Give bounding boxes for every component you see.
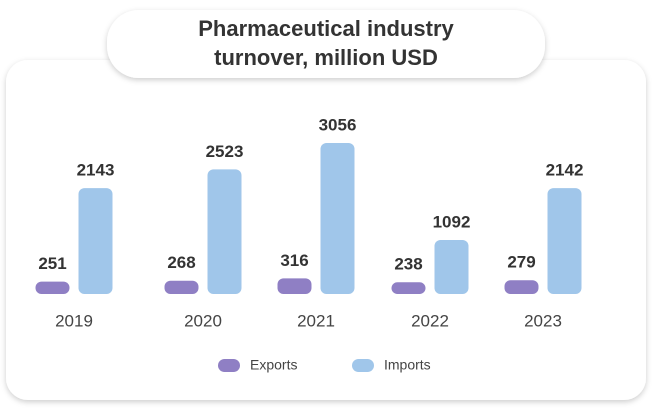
value-label: 316 — [280, 251, 308, 270]
chart-title: Pharmaceutical industry — [198, 16, 454, 41]
bar — [78, 188, 113, 294]
value-label: 279 — [507, 253, 535, 272]
value-label: 1092 — [433, 213, 471, 232]
x-tick-label: 2023 — [524, 311, 562, 330]
bar — [504, 280, 539, 294]
x-tick-label: 2022 — [411, 311, 449, 330]
value-label: 238 — [394, 255, 422, 274]
bar — [547, 188, 582, 294]
bar — [164, 280, 199, 294]
value-label: 2143 — [77, 161, 115, 180]
value-label: 251 — [38, 254, 66, 273]
value-label: 3056 — [319, 115, 357, 134]
legend-swatch — [218, 359, 240, 372]
bar — [391, 282, 426, 294]
x-tick-label: 2019 — [55, 311, 93, 330]
chart-title: turnover, million USD — [214, 45, 438, 70]
legend-label: Imports — [384, 357, 431, 373]
title-pill — [107, 10, 545, 78]
value-label: 2142 — [546, 161, 584, 180]
x-tick-label: 2021 — [297, 311, 335, 330]
x-tick-label: 2020 — [184, 311, 222, 330]
bar — [434, 240, 469, 294]
bar — [277, 278, 312, 294]
legend-label: Exports — [250, 357, 297, 373]
bar — [207, 169, 242, 294]
legend-swatch — [352, 359, 374, 372]
bar — [320, 143, 355, 294]
bar — [35, 281, 70, 294]
value-label: 2523 — [206, 142, 244, 161]
value-label: 268 — [167, 253, 195, 272]
